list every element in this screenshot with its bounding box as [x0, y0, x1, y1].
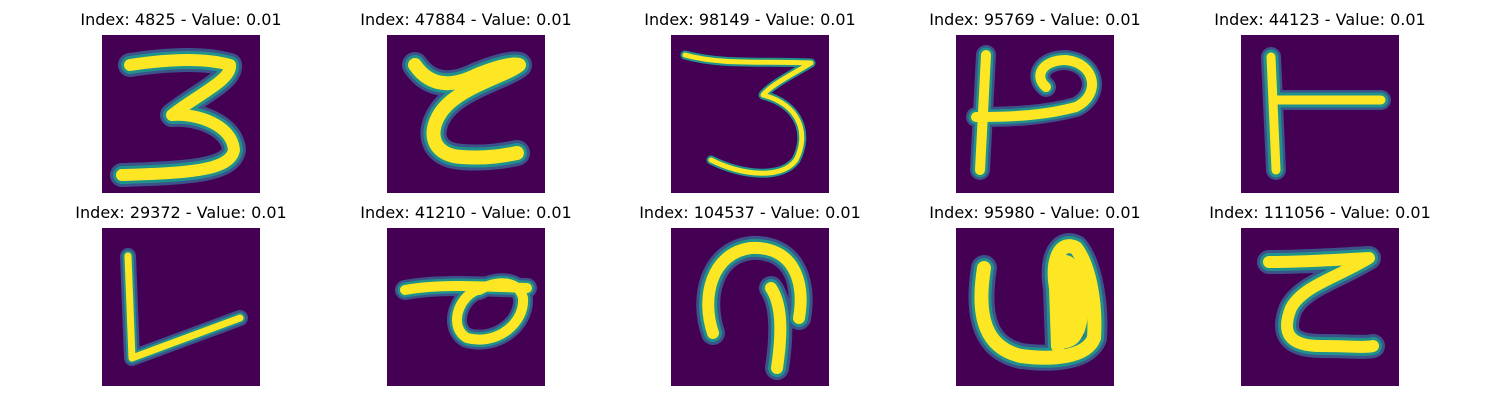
- panel-title: Index: 111056 - Value: 0.01: [1209, 203, 1431, 222]
- digit-image: [671, 35, 829, 193]
- glyph-L: [120, 248, 248, 366]
- digit-image: [387, 228, 545, 386]
- glyph-3: [110, 48, 246, 187]
- glyph-z-curly: [1257, 246, 1385, 359]
- digit-image: [671, 228, 829, 386]
- panel-title: Index: 47884 - Value: 0.01: [360, 10, 572, 29]
- panel-9: Index: 95980 - Value: 0.01: [905, 203, 1165, 386]
- digit-image: [1241, 35, 1399, 193]
- panel-title: Index: 95769 - Value: 0.01: [929, 10, 1141, 29]
- glyph-hook: [696, 235, 813, 380]
- panel-3: Index: 98149 - Value: 0.01: [620, 10, 880, 193]
- digit-image: [387, 35, 545, 193]
- panel-title: Index: 98149 - Value: 0.01: [644, 10, 856, 29]
- digit-image: [102, 35, 260, 193]
- panel-title: Index: 41210 - Value: 0.01: [360, 203, 572, 222]
- glyph-3-thin: [680, 50, 816, 178]
- panel-6: Index: 29372 - Value: 0.01: [51, 203, 311, 386]
- panel-title: Index: 4825 - Value: 0.01: [80, 10, 282, 29]
- digit-image: [956, 35, 1114, 193]
- panel-8: Index: 104537 - Value: 0.01: [620, 203, 880, 386]
- panel-10: Index: 111056 - Value: 0.01: [1190, 203, 1450, 386]
- panel-title: Index: 95980 - Value: 0.01: [929, 203, 1141, 222]
- digit-image: [956, 228, 1114, 386]
- glyph-p-rotated: [966, 45, 1102, 180]
- panel-7: Index: 41210 - Value: 0.01: [336, 203, 596, 386]
- glyph-U-filled: [968, 233, 1108, 371]
- panel-2: Index: 47884 - Value: 0.01: [336, 10, 596, 193]
- panel-title: Index: 29372 - Value: 0.01: [75, 203, 287, 222]
- panel-4: Index: 95769 - Value: 0.01: [905, 10, 1165, 193]
- panel-5: Index: 44123 - Value: 0.01: [1190, 10, 1450, 193]
- panel-title: Index: 104537 - Value: 0.01: [639, 203, 861, 222]
- glyph-t-sideways: [1261, 47, 1391, 180]
- digit-image: [102, 228, 260, 386]
- digit-image: [1241, 228, 1399, 386]
- panel-1: Index: 4825 - Value: 0.01: [51, 10, 311, 193]
- glyph-curly-c: [402, 51, 532, 171]
- panel-title: Index: 44123 - Value: 0.01: [1214, 10, 1426, 29]
- glyph-d-sideways: [395, 273, 537, 350]
